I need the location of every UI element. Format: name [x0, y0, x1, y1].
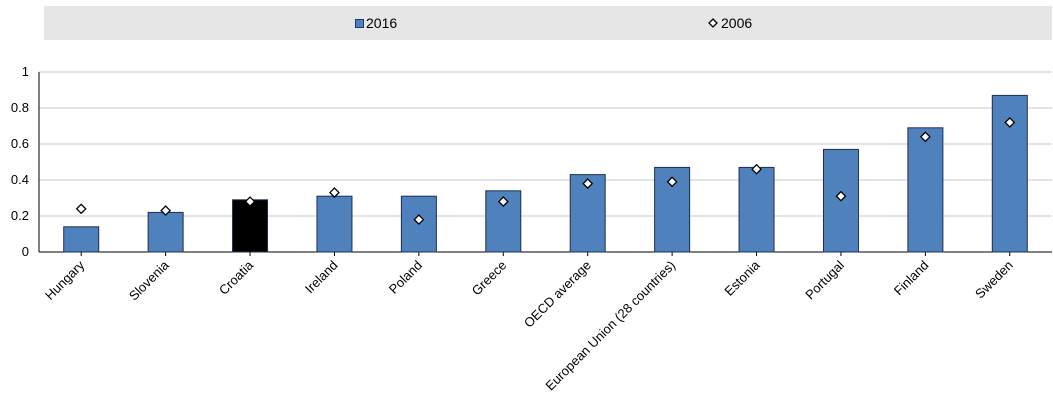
x-category-label: Slovenia — [126, 257, 172, 303]
bar-2016 — [232, 199, 269, 253]
y-tick-label: 0.4 — [11, 172, 29, 187]
x-category-label: Ireland — [302, 258, 341, 297]
marker-2006 — [413, 214, 425, 226]
marker-2006 — [75, 203, 87, 215]
marker-2006 — [666, 176, 678, 188]
marker-2006 — [329, 187, 340, 199]
legend-item-2016: 2016 — [355, 15, 397, 31]
y-tick-label: 0.8 — [11, 100, 29, 115]
x-category-label: Estonia — [721, 257, 763, 299]
bar-2016 — [147, 211, 184, 253]
x-category-label: Portugal — [802, 257, 847, 302]
legend-label-2006: 2006 — [721, 15, 753, 31]
marker-2006 — [160, 205, 172, 217]
legend: 2016 2006 — [44, 6, 1052, 40]
legend-item-2006: 2006 — [708, 15, 752, 31]
bar-2016 — [907, 127, 944, 253]
legend-bar-swatch — [355, 18, 364, 28]
marker-2006 — [244, 196, 256, 208]
y-tick-label: 1 — [22, 64, 29, 79]
legend-label-2016: 2016 — [366, 15, 398, 31]
x-category-label: Finland — [891, 258, 932, 299]
marker-2006 — [582, 178, 594, 190]
bar-2016 — [738, 166, 775, 253]
legend-diamond-swatch — [708, 18, 718, 28]
y-tick-label: 0.6 — [11, 136, 29, 151]
bar-2016 — [316, 195, 353, 253]
marker-2006 — [919, 131, 931, 143]
y-tick-label: 0.2 — [11, 208, 29, 223]
marker-2006 — [835, 190, 847, 202]
marker-2006 — [497, 196, 509, 208]
x-category-label: Hungary — [42, 257, 88, 303]
x-category-label: Sweden — [972, 258, 1016, 302]
x-category-label: Poland — [386, 258, 425, 297]
marker-2006 — [1004, 116, 1016, 128]
x-category-label: OECD average — [521, 258, 594, 331]
x-category-label: Greece — [469, 258, 510, 299]
x-category-label: Croatia — [216, 257, 257, 298]
y-tick-label: 0 — [22, 244, 29, 259]
marker-2006 — [751, 163, 762, 175]
bar-2016 — [63, 226, 100, 253]
